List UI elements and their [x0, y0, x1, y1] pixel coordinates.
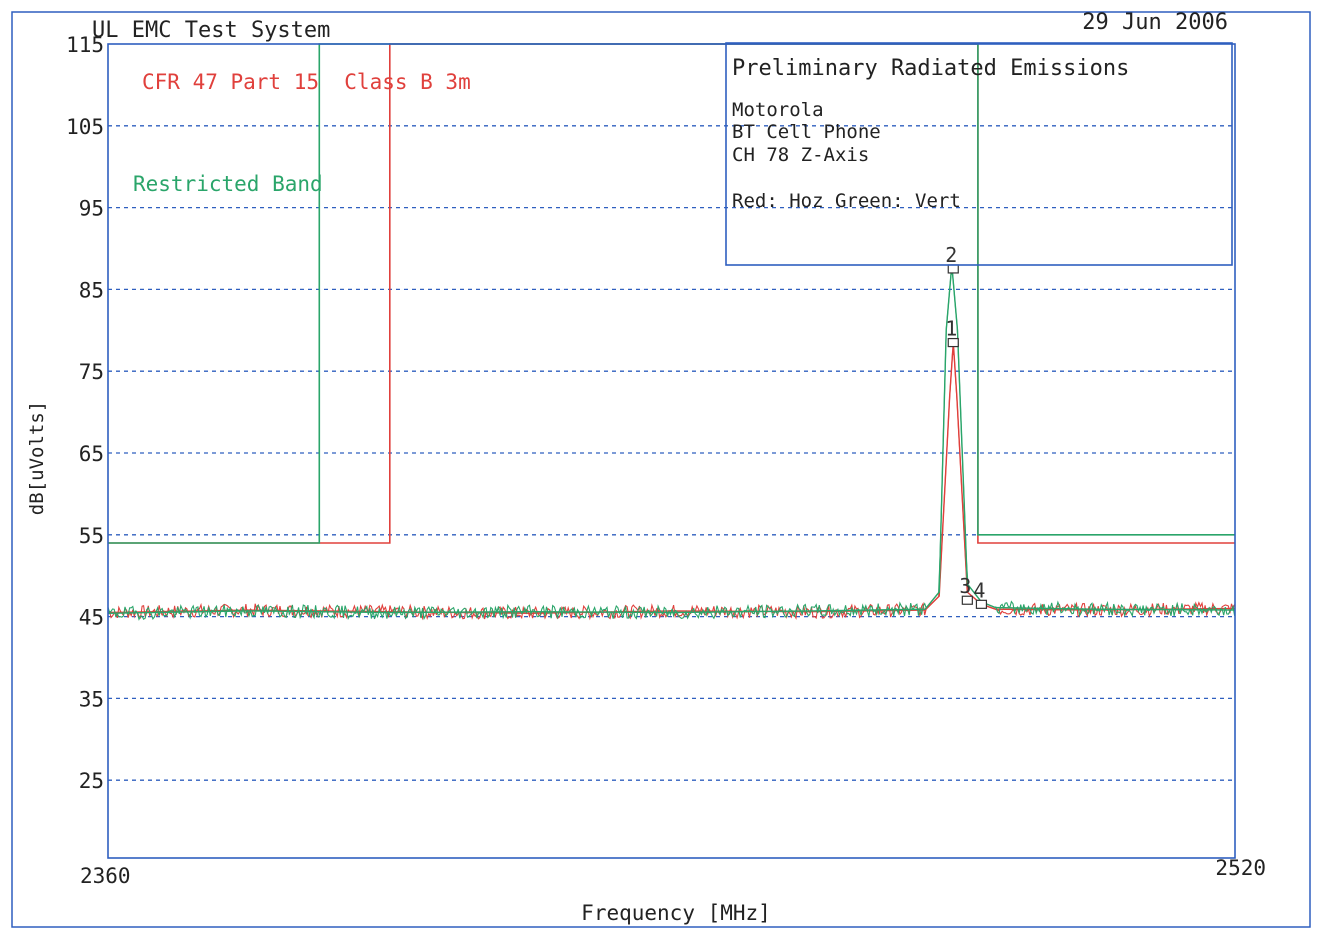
marker-label-4: 4	[973, 578, 985, 602]
marker-box-1	[947, 337, 959, 348]
info-line-manufacturer: Motorola	[732, 99, 824, 121]
marker-box-3	[961, 595, 973, 605]
marker-label-3: 3	[959, 574, 971, 598]
marker-label-2: 2	[945, 243, 957, 267]
page-frame	[11, 11, 1311, 928]
y-tick-label-35: 35	[79, 687, 104, 711]
y-tick-labels: 115 105 95 85 75 65 55 45 35 25	[66, 33, 104, 793]
restricted-band-label: Restricted Band	[133, 172, 323, 196]
y-tick-label-95: 95	[79, 197, 104, 221]
system-title: UL EMC Test System	[92, 18, 330, 43]
plot-frame	[107, 43, 1236, 859]
y-axis-label: dB[uVolts]	[26, 401, 48, 515]
marker-box-4	[975, 599, 988, 609]
info-box-title: Preliminary Radiated Emissions	[732, 56, 1129, 81]
marker-label-1: 1	[945, 317, 957, 341]
info-legend-text: Red: Hoz Green: Vert	[732, 190, 961, 212]
limit-label: CFR 47 Part 15 Class B 3m	[142, 70, 471, 94]
y-tick-label-55: 55	[79, 524, 104, 548]
info-line-channel: CH 78 Z-Axis	[732, 144, 869, 166]
x-axis-label: Frequency [MHz]	[581, 901, 771, 925]
y-tick-label-115: 115	[66, 33, 104, 57]
series-vert-envelope	[107, 264, 1236, 614]
peak-markers: 1 2 3 4	[945, 243, 988, 609]
y-tick-label-105: 105	[66, 115, 104, 139]
x-tick-label-max: 2520	[1215, 856, 1266, 880]
y-tick-label-65: 65	[79, 442, 104, 466]
x-tick-label-min: 2360	[80, 864, 131, 888]
data-series	[107, 264, 1236, 621]
y-tick-label-25: 25	[79, 769, 104, 793]
report-date: 29 Jun 2006	[1082, 10, 1228, 35]
y-tick-label-45: 45	[79, 606, 104, 630]
info-line-device: BT Cell Phone	[732, 121, 881, 143]
y-tick-label-85: 85	[79, 278, 104, 302]
y-tick-label-75: 75	[79, 360, 104, 384]
info-box	[725, 42, 1233, 266]
